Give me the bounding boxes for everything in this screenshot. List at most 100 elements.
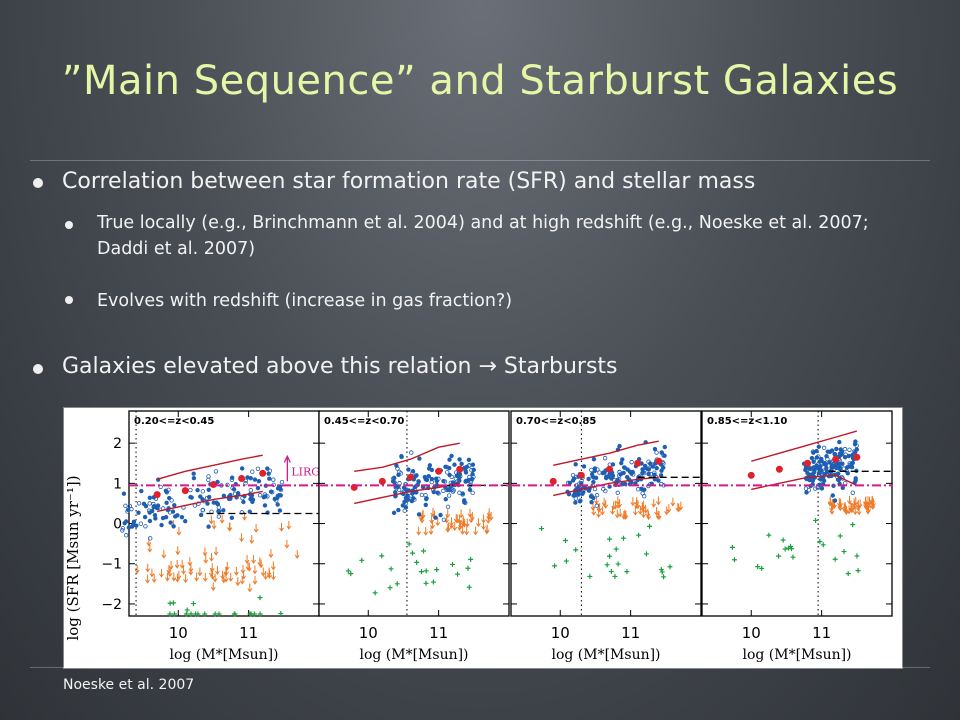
upper-limit-marker [159, 568, 164, 578]
upper-limit-marker [188, 566, 194, 576]
data-point [610, 462, 616, 467]
upper-limit-marker [842, 504, 848, 514]
y-tick-label: 0 [113, 517, 122, 533]
data-point [570, 478, 576, 483]
upper-limit-marker [676, 503, 682, 513]
data-point [853, 478, 858, 483]
upper-limit-marker [224, 566, 229, 576]
data-point [179, 514, 185, 520]
data-point [409, 450, 414, 455]
upper-limit-marker [211, 520, 217, 530]
data-point [449, 453, 454, 459]
data-point [590, 474, 595, 479]
upper-limit-marker [664, 506, 670, 516]
data-point [155, 503, 161, 508]
data-point [138, 521, 144, 526]
x-axis-label: log (M*[Msun]) [551, 647, 660, 663]
upper-limit-marker [468, 514, 474, 524]
data-point [589, 499, 594, 505]
data-point [466, 457, 472, 463]
data-point [811, 459, 816, 464]
cross-marker [406, 541, 412, 547]
data-point [136, 501, 142, 506]
upper-limit-marker [251, 554, 256, 564]
data-point [250, 469, 255, 474]
upper-limit-marker [485, 514, 491, 524]
data-point [656, 478, 661, 483]
data-point [817, 482, 822, 488]
data-point [659, 481, 664, 487]
data-point [232, 491, 238, 496]
median-point [634, 459, 642, 467]
upper-limit-marker [476, 518, 481, 528]
upper-limit-marker [848, 503, 854, 513]
upper-limit-marker [227, 522, 233, 532]
data-point [241, 499, 246, 505]
data-point [416, 512, 422, 517]
data-point [460, 491, 465, 496]
upper-limit-marker [271, 571, 276, 581]
data-point [807, 466, 812, 471]
upper-limit-marker [176, 570, 182, 580]
cross-marker [624, 569, 630, 575]
cross-marker [587, 573, 593, 579]
bullet-2: Galaxies elevated above this relation → … [62, 354, 618, 379]
data-point [153, 516, 158, 521]
median-point [406, 473, 414, 481]
upper-limit-marker [634, 497, 640, 507]
cross-marker [813, 517, 819, 523]
upper-limit-marker [239, 533, 244, 543]
figure-caption: Noeske et al. 2007 [63, 677, 195, 693]
data-point [827, 449, 833, 455]
lirg-arrow [283, 454, 291, 482]
cross-marker [418, 569, 424, 575]
upper-limit-marker [210, 582, 216, 592]
upper-limit-marker [617, 499, 623, 508]
upper-limit-marker [260, 567, 266, 577]
upper-limit-marker [174, 559, 180, 569]
cross-marker [661, 574, 667, 580]
data-point [854, 443, 859, 448]
upper-limit-marker [235, 577, 241, 587]
cross-marker [817, 538, 823, 544]
data-point [142, 514, 148, 520]
cross-marker [455, 571, 461, 577]
cross-marker [466, 584, 472, 590]
cross-marker [766, 532, 772, 538]
data-point [120, 528, 125, 533]
upper-limit-marker [165, 572, 170, 582]
data-point [836, 477, 841, 483]
data-point [654, 465, 659, 471]
upper-limit-marker [151, 574, 157, 583]
cross-marker [667, 564, 673, 570]
cross-marker [643, 551, 649, 557]
data-point [158, 484, 163, 490]
upper-limit-marker [484, 525, 490, 535]
panel-4: 0.85<=z<1.10 10 11 log (M*[Msun]) [701, 410, 893, 663]
data-point [594, 493, 600, 498]
cross-marker [190, 601, 196, 607]
x-tick-label: 11 [429, 624, 448, 642]
data-point [847, 447, 852, 452]
cross-marker [562, 538, 568, 544]
sub-bullet-marker [65, 296, 73, 304]
upper-limit-marker [249, 535, 255, 545]
data-point [822, 461, 827, 467]
median-point [456, 465, 464, 473]
median-point [153, 491, 161, 499]
panel-frame [510, 410, 702, 617]
data-point [167, 510, 173, 515]
data-point [417, 456, 422, 461]
upper-limit-marker [852, 506, 858, 516]
data-point [435, 490, 440, 495]
upper-limit-marker [460, 525, 466, 535]
cross-marker [647, 523, 653, 529]
cross-marker [636, 532, 642, 538]
cross-marker [202, 611, 208, 617]
upper-limit-marker [428, 526, 434, 535]
data-point [248, 475, 253, 481]
data-point [252, 477, 258, 482]
data-point [837, 439, 842, 445]
upper-limit-marker [601, 497, 607, 507]
data-point [442, 479, 448, 484]
